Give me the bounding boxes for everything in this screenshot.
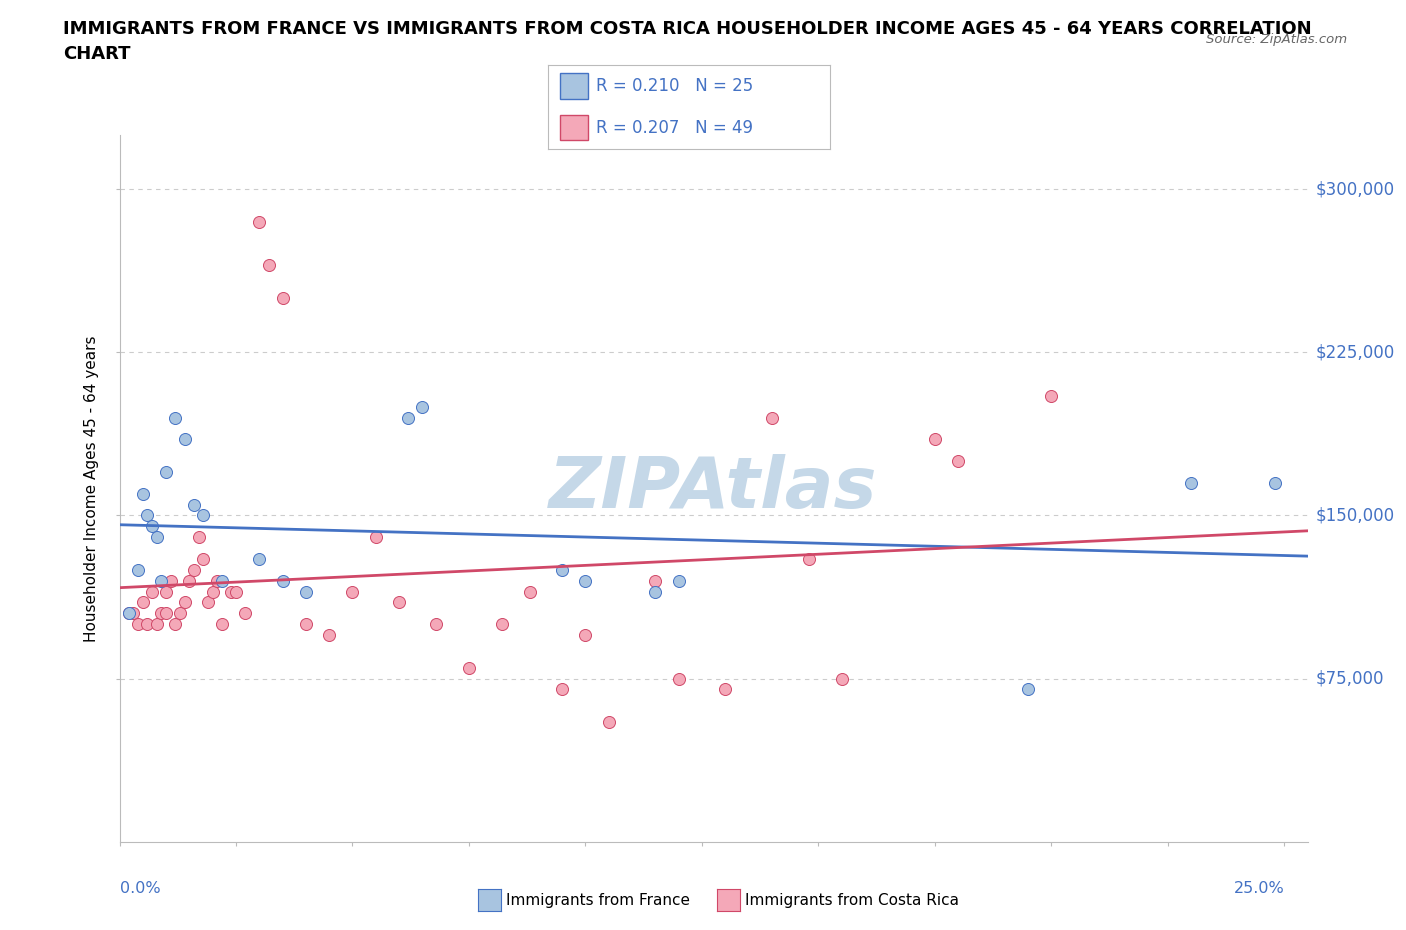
Point xyxy=(146,530,169,545)
Point xyxy=(183,563,205,578)
Point xyxy=(946,454,969,469)
Point xyxy=(127,617,149,631)
Point xyxy=(411,399,433,414)
Text: CHART: CHART xyxy=(63,45,131,62)
Point xyxy=(295,617,318,631)
Text: $150,000: $150,000 xyxy=(1316,507,1395,525)
Point xyxy=(831,671,853,686)
Text: Immigrants from France: Immigrants from France xyxy=(506,893,690,908)
Point xyxy=(127,563,149,578)
Point xyxy=(551,563,574,578)
Text: 0.0%: 0.0% xyxy=(120,881,160,896)
Point xyxy=(247,215,270,230)
Point xyxy=(519,584,541,599)
Point xyxy=(668,671,690,686)
Point xyxy=(458,660,481,675)
Point xyxy=(221,584,243,599)
Point xyxy=(396,410,419,425)
Point xyxy=(179,573,201,588)
Point xyxy=(644,573,666,588)
Point xyxy=(141,584,163,599)
Text: ZIPAtlas: ZIPAtlas xyxy=(550,454,877,523)
Text: $225,000: $225,000 xyxy=(1316,343,1395,362)
Point xyxy=(211,573,233,588)
Point xyxy=(714,682,737,697)
Y-axis label: Householder Income Ages 45 - 64 years: Householder Income Ages 45 - 64 years xyxy=(84,335,100,642)
Text: R = 0.207   N = 49: R = 0.207 N = 49 xyxy=(596,119,754,137)
Point xyxy=(169,605,191,620)
Text: IMMIGRANTS FROM FRANCE VS IMMIGRANTS FROM COSTA RICA HOUSEHOLDER INCOME AGES 45 : IMMIGRANTS FROM FRANCE VS IMMIGRANTS FRO… xyxy=(63,20,1312,38)
Point xyxy=(150,605,173,620)
Point xyxy=(155,584,177,599)
Point xyxy=(247,551,270,566)
Point xyxy=(159,573,181,588)
Point xyxy=(193,551,215,566)
Point xyxy=(183,498,205,512)
Point xyxy=(295,584,318,599)
Point xyxy=(1264,475,1286,490)
Point xyxy=(193,508,215,523)
Point xyxy=(574,628,596,643)
Point xyxy=(225,584,247,599)
Text: Immigrants from Costa Rica: Immigrants from Costa Rica xyxy=(745,893,959,908)
Point xyxy=(342,584,364,599)
Point xyxy=(761,410,783,425)
Point xyxy=(491,617,513,631)
Point xyxy=(173,432,195,446)
Point xyxy=(207,573,229,588)
Point xyxy=(598,714,620,729)
Text: $75,000: $75,000 xyxy=(1316,670,1385,687)
Point xyxy=(644,584,666,599)
Point xyxy=(211,617,233,631)
Point xyxy=(118,605,141,620)
Text: 25.0%: 25.0% xyxy=(1233,881,1284,896)
FancyBboxPatch shape xyxy=(560,73,588,99)
Point xyxy=(364,530,387,545)
Point xyxy=(155,464,177,479)
Point xyxy=(187,530,209,545)
Point xyxy=(1180,475,1202,490)
Point xyxy=(1040,389,1063,404)
Point xyxy=(132,486,155,501)
Point xyxy=(141,519,163,534)
Point xyxy=(388,595,411,610)
FancyBboxPatch shape xyxy=(560,115,588,140)
Point xyxy=(165,617,187,631)
Point xyxy=(150,573,173,588)
Point xyxy=(271,290,294,305)
Text: R = 0.210   N = 25: R = 0.210 N = 25 xyxy=(596,77,754,95)
Point xyxy=(668,573,690,588)
Point xyxy=(201,584,224,599)
Point xyxy=(425,617,447,631)
Point xyxy=(574,573,596,588)
Point xyxy=(1017,682,1039,697)
Point xyxy=(318,628,340,643)
Point xyxy=(197,595,219,610)
Point xyxy=(173,595,195,610)
Point xyxy=(136,508,159,523)
Point xyxy=(551,682,574,697)
Point xyxy=(122,605,145,620)
Point xyxy=(155,605,177,620)
Point xyxy=(271,573,294,588)
Point xyxy=(797,551,820,566)
Point xyxy=(165,410,187,425)
Point xyxy=(136,617,159,631)
Point xyxy=(118,605,141,620)
Point xyxy=(233,605,256,620)
Text: $300,000: $300,000 xyxy=(1316,180,1395,198)
Point xyxy=(132,595,155,610)
Point xyxy=(257,258,280,272)
Text: Source: ZipAtlas.com: Source: ZipAtlas.com xyxy=(1206,33,1347,46)
Point xyxy=(146,617,169,631)
Point xyxy=(924,432,946,446)
